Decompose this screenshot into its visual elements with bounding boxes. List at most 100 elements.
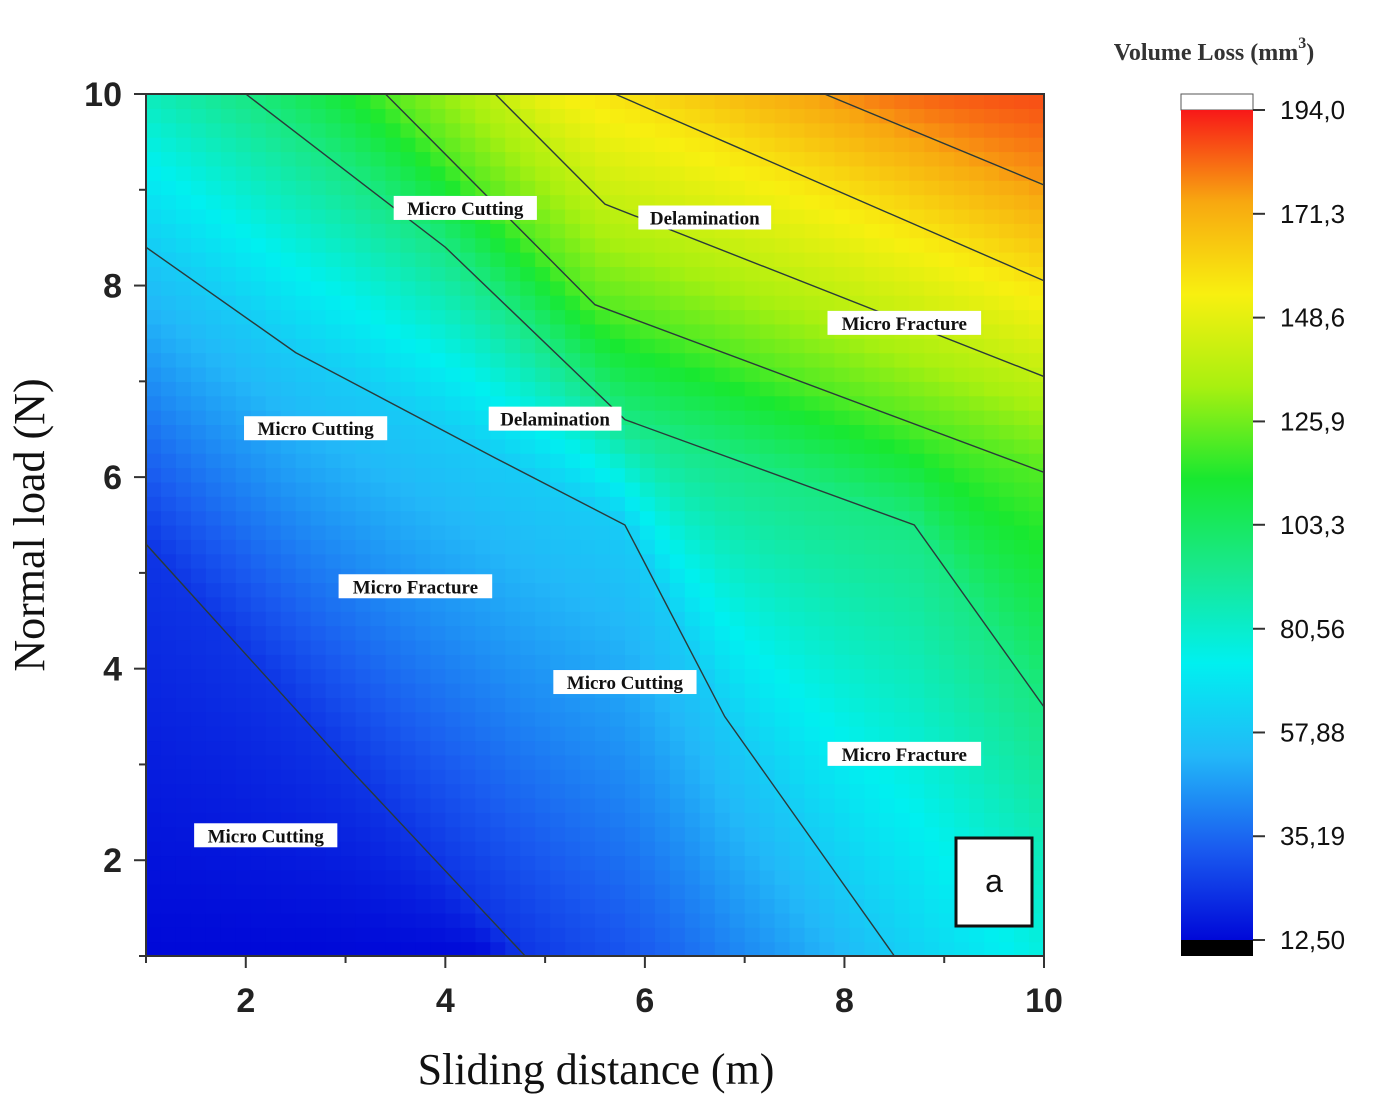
heatmap-cell: [894, 266, 910, 282]
heatmap-cell: [490, 525, 506, 540]
heatmap-cell: [684, 510, 701, 526]
heatmap-cell: [550, 596, 566, 612]
heatmap-cell: [400, 395, 416, 411]
heatmap-cell: [609, 280, 626, 296]
heatmap-cell: [789, 352, 806, 368]
heatmap-cell: [565, 797, 581, 813]
heatmap-cell: [744, 309, 761, 325]
heatmap-cell: [924, 553, 940, 569]
heatmap-cell: [759, 151, 776, 167]
heatmap-cell: [999, 180, 1015, 196]
heatmap-cell: [445, 654, 461, 670]
heatmap-cell: [819, 697, 836, 713]
heatmap-cell: [789, 539, 806, 555]
heatmap-cell: [385, 797, 402, 813]
heatmap-cell: [310, 740, 327, 756]
heatmap-cell: [924, 137, 940, 153]
heatmap-cell: [684, 711, 701, 727]
heatmap-cell: [999, 754, 1015, 770]
heatmap-cell: [565, 812, 581, 828]
heatmap-cell: [744, 869, 761, 885]
heatmap-cell: [909, 424, 925, 440]
heatmap-cell: [984, 280, 1000, 296]
heatmap-cell: [729, 323, 746, 339]
heatmap-cell: [220, 309, 237, 325]
heatmap-cell: [909, 697, 925, 713]
heatmap-cell: [190, 869, 207, 885]
heatmap-cell: [175, 769, 192, 785]
heatmap-cell: [804, 510, 821, 526]
heatmap-cell: [490, 769, 506, 785]
heatmap-cell: [250, 108, 267, 124]
heatmap-cell: [385, 812, 402, 828]
heatmap-cell: [849, 625, 865, 641]
heatmap-cell: [310, 180, 327, 196]
heatmap-cell: [475, 797, 491, 813]
heatmap-cell: [744, 740, 761, 756]
heatmap-cell: [834, 683, 851, 698]
heatmap-cell: [565, 711, 581, 727]
heatmap-cell: [205, 410, 222, 426]
heatmap-cell: [1029, 122, 1044, 138]
heatmap-cell: [535, 252, 551, 267]
heatmap-cell: [475, 639, 491, 655]
heatmap-cell: [175, 711, 192, 727]
heatmap-cell: [160, 108, 177, 124]
heatmap-cell: [250, 884, 267, 900]
heatmap-cell: [535, 711, 551, 727]
heatmap-cell: [160, 639, 177, 655]
heatmap-cell: [475, 366, 491, 382]
heatmap-cell: [460, 625, 476, 641]
heatmap-cell: [385, 668, 402, 684]
heatmap-cell: [1014, 769, 1030, 785]
heatmap-cell: [325, 639, 342, 655]
heatmap-cell: [160, 352, 177, 368]
heatmap-cell: [520, 381, 536, 397]
heatmap-cell: [475, 812, 491, 828]
heatmap-cell: [475, 252, 491, 267]
region-label-box: [244, 416, 388, 441]
heatmap-cell: [370, 510, 387, 526]
heatmap-cell: [520, 841, 536, 857]
heatmap-cell: [804, 323, 821, 339]
heatmap-cell: [265, 912, 282, 928]
heatmap-cell: [744, 927, 761, 943]
heatmap-cell: [849, 726, 865, 742]
heatmap-cell: [1029, 137, 1044, 153]
heatmap-cell: [744, 797, 761, 813]
heatmap-cell: [550, 366, 566, 382]
heatmap-cell: [190, 481, 207, 497]
heatmap-cell: [475, 453, 491, 469]
heatmap-cell: [190, 338, 207, 354]
heatmap-cell: [160, 553, 177, 569]
heatmap-cell: [699, 927, 716, 943]
heatmap-cell: [669, 438, 686, 454]
heatmap-cell: [984, 151, 1000, 167]
heatmap-cell: [1029, 711, 1044, 727]
heatmap-cell: [160, 208, 177, 224]
heatmap-cell: [654, 884, 671, 900]
heatmap-cell: [505, 366, 521, 382]
heatmap-cell: [400, 309, 416, 325]
heatmap-cell: [939, 941, 955, 956]
heatmap-cell: [804, 108, 821, 124]
heatmap-cell: [759, 869, 776, 885]
heatmap-cell: [624, 525, 641, 540]
heatmap-cell: [624, 841, 641, 857]
heatmap-cell: [146, 884, 162, 900]
heatmap-cell: [445, 611, 461, 627]
heatmap-cell: [340, 884, 357, 900]
heatmap-cell: [175, 525, 192, 540]
heatmap-cell: [355, 453, 372, 469]
heatmap-cell: [729, 496, 746, 512]
heatmap-cell: [520, 697, 536, 713]
heatmap-cell: [565, 826, 581, 842]
heatmap-cell: [550, 639, 566, 655]
heatmap-cell: [639, 711, 656, 727]
heatmap-cell: [894, 668, 910, 684]
heatmap-cell: [1029, 726, 1044, 742]
heatmap-cell: [954, 295, 970, 311]
heatmap-cell: [879, 467, 895, 483]
heatmap-cell: [879, 208, 895, 224]
heatmap-cell: [520, 323, 536, 339]
